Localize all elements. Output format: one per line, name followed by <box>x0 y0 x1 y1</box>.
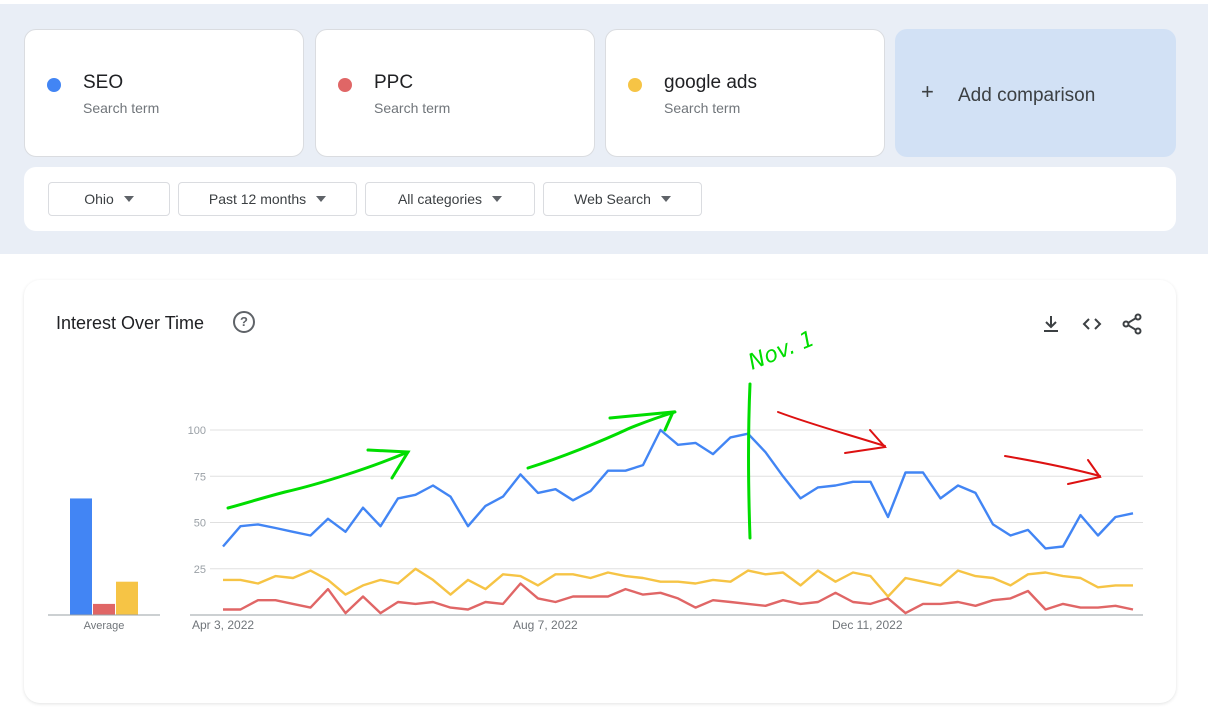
y-tick-label: 50 <box>194 518 206 530</box>
filter-label: Web Search <box>574 191 651 207</box>
series-color-dot-icon <box>628 78 642 92</box>
interest-over-time-panel: Interest Over Time ? <box>24 280 1176 703</box>
term-name[interactable]: SEO <box>83 72 124 93</box>
series-color-dot-icon <box>338 78 352 92</box>
embed-code-icon[interactable] <box>1080 312 1104 336</box>
red-trend-arrow-1 <box>777 411 886 447</box>
filter-label: Past 12 months <box>208 191 307 207</box>
green-arrowhead-2 <box>608 410 676 432</box>
caret-down-icon <box>316 196 327 202</box>
series-line-ppc <box>223 582 1134 615</box>
chart-series-lines <box>222 428 1134 615</box>
plus-icon: + <box>921 79 934 104</box>
term-type: Search term <box>374 100 451 116</box>
red-arrowhead-2 <box>1067 459 1102 485</box>
average-label: Average <box>84 620 125 632</box>
term-type: Search term <box>664 100 741 116</box>
caret-down-icon <box>123 196 134 202</box>
handwritten-nov-1-note: Nov. 1 <box>745 326 818 375</box>
y-tick-label: 75 <box>194 471 206 483</box>
filter-category-dropdown[interactable]: All categories <box>365 182 535 216</box>
green-vertical-marker <box>747 382 752 540</box>
average-bar <box>93 603 115 615</box>
search-term-card-ppc[interactable]: PPC Search term <box>315 29 595 157</box>
filter-region-dropdown[interactable]: Ohio <box>48 182 170 216</box>
series-line-seo <box>222 428 1134 550</box>
term-type: Search term <box>83 100 160 116</box>
chart-gridlines: 25 50 75 100 Apr 3, 2022 Aug 7, 2022 Dec 11, 2… <box>188 425 1143 632</box>
average-bar <box>70 498 92 615</box>
add-comparison-button[interactable]: + Add comparison <box>895 29 1176 157</box>
filter-bar: Ohio Past 12 months All categories Web S… <box>24 167 1176 231</box>
series-line-google-ads <box>223 567 1133 598</box>
filter-search-type-dropdown[interactable]: Web Search <box>543 182 702 216</box>
caret-down-icon <box>660 196 671 202</box>
red-trend-arrow-2 <box>1004 455 1101 477</box>
red-arrowhead-1 <box>844 429 887 454</box>
term-name[interactable]: google ads <box>664 72 757 93</box>
green-trend-arrow-2 <box>526 410 677 470</box>
caret-down-icon <box>492 196 503 202</box>
filter-time-dropdown[interactable]: Past 12 months <box>178 182 357 216</box>
share-icon[interactable] <box>1120 312 1144 336</box>
x-tick-label: Dec 11, 2022 <box>832 618 903 632</box>
download-icon[interactable] <box>1039 312 1063 336</box>
y-tick-label: 25 <box>194 564 206 576</box>
term-name[interactable]: PPC <box>374 72 414 93</box>
y-tick-label: 100 <box>188 425 206 437</box>
search-term-card-seo[interactable]: SEO Search term <box>24 29 304 157</box>
average-bar-chart: Average <box>48 498 160 632</box>
search-term-card-google-ads[interactable]: google ads Search term <box>605 29 885 157</box>
green-arrowhead-1 <box>366 448 411 480</box>
panel-title: Interest Over Time <box>56 313 205 333</box>
add-comparison-label: Add comparison <box>958 85 1096 106</box>
help-circle-icon[interactable]: ? <box>233 311 255 333</box>
filter-label: All categories <box>397 191 483 207</box>
average-bar <box>116 581 138 615</box>
filter-label: Ohio <box>84 191 114 207</box>
green-trend-arrow-1 <box>226 450 410 510</box>
x-tick-label: Aug 7, 2022 <box>513 618 578 632</box>
series-color-dot-icon <box>47 78 61 92</box>
x-tick-label: Apr 3, 2022 <box>192 618 254 632</box>
